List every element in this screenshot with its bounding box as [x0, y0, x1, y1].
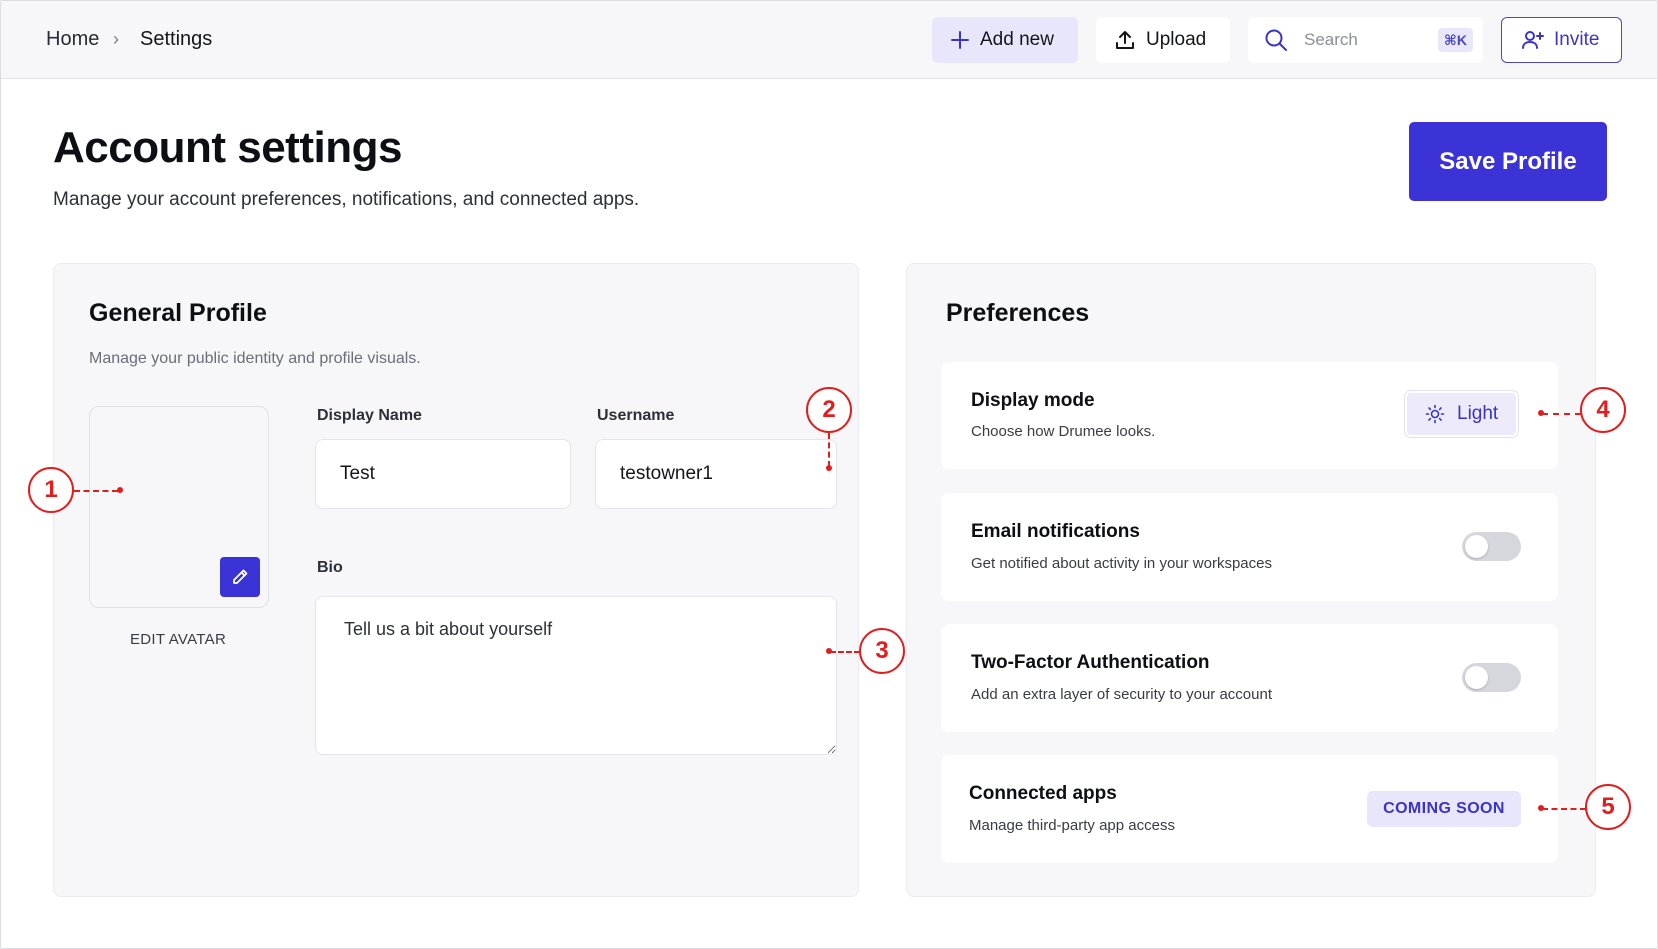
invite-label: Invite	[1554, 29, 1600, 50]
toggle-knob	[1465, 666, 1488, 689]
search-bar[interactable]: ⌘K	[1248, 17, 1483, 63]
email-notifications-title: Email notifications	[971, 521, 1140, 542]
invite-button[interactable]: Invite	[1501, 17, 1622, 63]
sun-icon	[1425, 404, 1445, 424]
upload-label: Upload	[1146, 29, 1207, 50]
display-mode-description: Choose how Drumee looks.	[971, 423, 1156, 440]
annotation-line-5	[1542, 808, 1586, 810]
annotation-line-4	[1542, 413, 1581, 415]
coming-soon-badge: COMING SOON	[1367, 791, 1521, 827]
edit-avatar-button[interactable]	[220, 557, 260, 597]
display-mode-button[interactable]: Light	[1405, 391, 1518, 437]
display-name-label: Display Name	[317, 407, 422, 424]
annotation-dot-5	[1538, 805, 1544, 811]
annotation-dot-2	[826, 465, 832, 471]
search-input[interactable]	[1304, 30, 1424, 50]
edit-avatar-label[interactable]: EDIT AVATAR	[130, 631, 227, 648]
bio-label: Bio	[317, 559, 343, 576]
annotation-marker-3: 3	[859, 628, 905, 674]
preferences-title: Preferences	[946, 299, 1090, 327]
top-bar: Home › Settings Add new Upload ⌘K	[1, 1, 1657, 79]
annotation-marker-1: 1	[28, 467, 74, 513]
general-profile-description: Manage your public identity and profile …	[89, 350, 421, 367]
pencil-icon	[233, 569, 248, 584]
annotation-dot-4	[1538, 410, 1544, 416]
general-profile-title: General Profile	[89, 299, 267, 327]
add-new-label: Add new	[980, 29, 1054, 50]
breadcrumb-home[interactable]: Home	[46, 28, 100, 50]
email-notifications-toggle[interactable]	[1462, 532, 1521, 561]
two-factor-toggle[interactable]	[1462, 663, 1521, 692]
display-mode-value: Light	[1457, 403, 1499, 424]
breadcrumb-current: Settings	[140, 28, 213, 50]
two-factor-description: Add an extra layer of security to your a…	[971, 686, 1272, 703]
username-label: Username	[597, 407, 675, 424]
two-factor-row: Two-Factor Authentication Add an extra l…	[941, 624, 1558, 732]
search-shortcut-badge: ⌘K	[1437, 28, 1473, 52]
toggle-knob	[1465, 535, 1488, 558]
username-input[interactable]	[595, 439, 837, 509]
add-new-button[interactable]: Add new	[932, 17, 1078, 63]
connected-apps-description: Manage third-party app access	[969, 817, 1175, 834]
page-title: Account settings	[53, 123, 402, 172]
upload-button[interactable]: Upload	[1096, 17, 1230, 63]
email-notifications-description: Get notified about activity in your work…	[971, 555, 1272, 572]
annotation-marker-2: 2	[806, 387, 852, 433]
display-name-input[interactable]	[315, 439, 571, 509]
display-mode-title: Display mode	[971, 390, 1095, 411]
annotation-marker-5: 5	[1585, 784, 1631, 830]
two-factor-title: Two-Factor Authentication	[971, 652, 1210, 673]
annotation-line-3	[830, 651, 860, 653]
chevron-right-icon: ›	[113, 29, 119, 49]
save-profile-button[interactable]: Save Profile	[1409, 122, 1607, 201]
user-plus-icon	[1522, 31, 1544, 49]
connected-apps-title: Connected apps	[969, 783, 1117, 804]
email-notifications-row: Email notifications Get notified about a…	[941, 493, 1558, 601]
annotation-marker-4: 4	[1580, 387, 1626, 433]
annotation-line-1	[74, 490, 118, 492]
annotation-line-2	[828, 433, 830, 467]
upload-icon	[1116, 31, 1134, 49]
plus-icon	[951, 31, 969, 49]
search-icon	[1265, 29, 1287, 51]
page-subtitle: Manage your account preferences, notific…	[53, 189, 640, 210]
annotation-dot-1	[117, 487, 123, 493]
bio-textarea[interactable]	[315, 596, 837, 755]
annotation-dot-3	[826, 648, 832, 654]
